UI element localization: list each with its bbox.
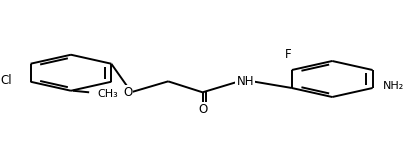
- Text: F: F: [285, 48, 291, 61]
- Text: NH₂: NH₂: [383, 81, 404, 91]
- Text: CH₃: CH₃: [97, 89, 118, 99]
- Text: O: O: [198, 103, 207, 116]
- Text: Cl: Cl: [1, 74, 13, 87]
- Text: NH: NH: [237, 75, 254, 88]
- Text: O: O: [123, 86, 132, 99]
